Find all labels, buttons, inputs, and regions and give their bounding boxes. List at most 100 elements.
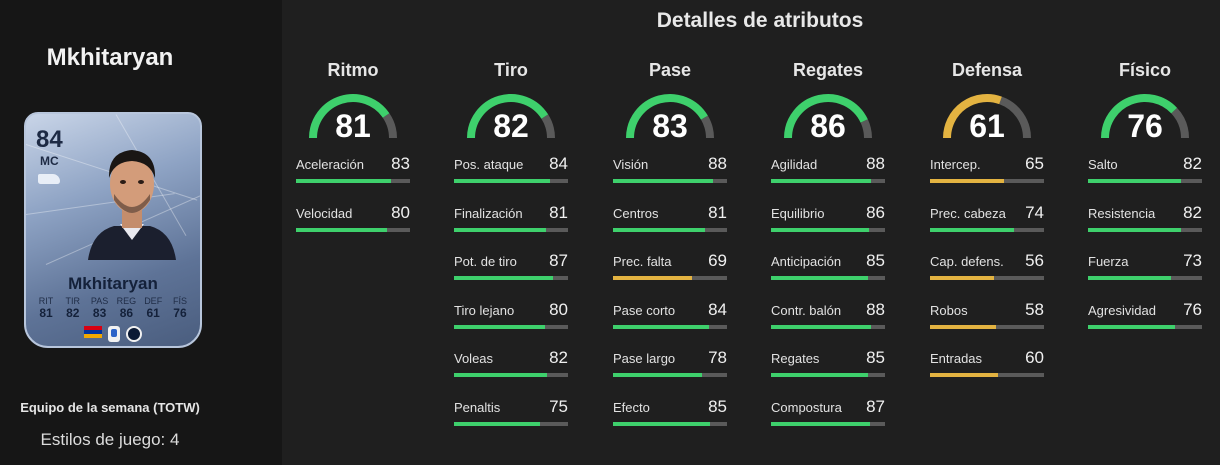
attribute-row[interactable]: Entradas 60 xyxy=(930,348,1044,397)
attribute-row[interactable]: Regates 85 xyxy=(771,348,885,397)
attribute-row[interactable]: Centros 81 xyxy=(613,203,727,252)
attribute-row[interactable]: Agilidad 88 xyxy=(771,154,885,203)
attribute-bar xyxy=(1088,227,1202,232)
attribute-row[interactable]: Velocidad 80 xyxy=(296,203,410,252)
gauge-arc xyxy=(626,94,714,139)
attribute-bar-fill xyxy=(930,227,1015,232)
attribute-row[interactable]: Pot. de tiro 87 xyxy=(454,251,568,300)
attribute-bar-fill xyxy=(613,324,709,329)
category-rating: 83 xyxy=(652,108,688,144)
attribute-row[interactable]: Prec. cabeza 74 xyxy=(930,203,1044,252)
attribute-row-text: Compostura 87 xyxy=(771,397,885,419)
attribute-row[interactable]: Robos 58 xyxy=(930,300,1044,349)
card-stat-value: 81 xyxy=(39,306,53,320)
attribute-row[interactable]: Efecto 85 xyxy=(613,397,727,446)
attribute-value: 78 xyxy=(708,348,727,367)
attribute-name: Resistencia xyxy=(1088,205,1156,221)
attribute-row-text: Entradas 60 xyxy=(930,348,1044,370)
category-title: Físico xyxy=(1118,60,1171,80)
attribute-row[interactable]: Pos. ataque 84 xyxy=(454,154,568,203)
gauge-arc xyxy=(309,94,397,139)
attribute-bar-fill xyxy=(296,227,388,232)
attribute-row[interactable]: Voleas 82 xyxy=(454,348,568,397)
playstyles-label[interactable]: Estilos de juego: 4 xyxy=(40,430,180,449)
category-gauge: 86 xyxy=(780,88,876,144)
category-rating: 81 xyxy=(335,108,371,144)
attribute-row[interactable]: Fuerza 73 xyxy=(1088,251,1202,300)
category-regates: Regates 86 Agilidad 88 Equilibrio 86 Anticipac… xyxy=(771,60,885,445)
attribute-bar-fill xyxy=(930,373,999,377)
attribute-row[interactable]: Prec. falta 69 xyxy=(613,251,727,300)
player-portrait xyxy=(88,150,176,260)
category-físico: Físico 76 Salto 82 Resistencia 82 Fuerza 73 Agre… xyxy=(1088,60,1202,348)
attribute-bar xyxy=(454,227,568,232)
attribute-row[interactable]: Pase largo 78 xyxy=(613,348,727,397)
attribute-row[interactable]: Resistencia 82 xyxy=(1088,203,1202,252)
attribute-value: 86 xyxy=(866,202,885,222)
attribute-name: Equilibrio xyxy=(771,205,825,221)
category-title: Regates xyxy=(792,60,864,80)
attribute-name: Efecto xyxy=(613,399,650,415)
card-stat-value: 86 xyxy=(119,306,134,320)
gauge-fill xyxy=(784,94,868,139)
gauge-fill xyxy=(943,94,1002,139)
attribute-value: 80 xyxy=(549,299,568,319)
attribute-name: Robos xyxy=(930,302,968,318)
attribute-row[interactable]: Salto 82 xyxy=(1088,154,1202,203)
attribute-row[interactable]: Pase corto 84 xyxy=(613,300,727,349)
attribute-row[interactable]: Visión 88 xyxy=(613,154,727,203)
card-player-name: Mkhitaryan xyxy=(68,274,158,293)
attribute-row[interactable]: Finalización 81 xyxy=(454,203,568,252)
attribute-row[interactable]: Tiro lejano 80 xyxy=(454,300,568,349)
player-name: Mkhitaryan xyxy=(46,44,174,71)
card-stat-value: 61 xyxy=(146,306,160,320)
attribute-bar xyxy=(771,179,885,183)
attribute-bar-fill xyxy=(1088,179,1182,183)
gauge-arc xyxy=(943,94,1031,139)
attribute-row[interactable]: Aceleración 83 xyxy=(296,154,410,203)
attribute-bar-fill xyxy=(1088,227,1182,232)
attribute-name: Penaltis xyxy=(454,399,501,415)
attribute-name: Pase corto xyxy=(613,302,676,318)
attribute-bar-fill xyxy=(613,227,706,232)
attribute-bar xyxy=(771,227,885,232)
attribute-value: 81 xyxy=(549,202,568,222)
attribute-row[interactable]: Compostura 87 xyxy=(771,397,885,446)
category-pase: Pase 83 Visión 88 Centros 81 Prec. falta 69 Pase… xyxy=(613,60,727,445)
attribute-value: 82 xyxy=(549,348,568,367)
attribute-row[interactable]: Intercep. 65 xyxy=(930,154,1044,203)
attribute-bar-fill xyxy=(1088,324,1175,329)
player-card[interactable]: 84 MC Mkhitaryan RIT 81 TIR 82 PAS xyxy=(24,112,202,348)
attribute-bar-fill xyxy=(454,276,554,280)
attribute-bar-fill xyxy=(1088,276,1172,280)
category-title: Ritmo xyxy=(327,60,379,80)
attribute-row-text: Prec. falta 69 xyxy=(613,251,727,273)
attribute-row-text: Prec. cabeza 74 xyxy=(930,203,1044,225)
attribute-bar xyxy=(454,276,568,280)
category-tiro: Tiro 82 Pos. ataque 84 Finalización 81 Pot. de… xyxy=(454,60,568,445)
attribute-bar xyxy=(771,324,885,329)
attribute-bar-fill xyxy=(771,276,868,280)
attribute-row-text: Contr. balón 88 xyxy=(771,300,885,322)
attribute-bar-fill xyxy=(454,373,548,377)
club-badge-icon xyxy=(126,326,142,342)
attribute-row[interactable]: Equilibrio 86 xyxy=(771,203,885,252)
attribute-row[interactable]: Contr. balón 88 xyxy=(771,300,885,349)
attribute-name: Tiro lejano xyxy=(454,302,515,318)
attribute-row-text: Salto 82 xyxy=(1088,154,1202,176)
attribute-value: 82 xyxy=(1183,154,1202,173)
attribute-row[interactable]: Anticipación 85 xyxy=(771,251,885,300)
category-gauge: 83 xyxy=(622,88,718,144)
attribute-name: Visión xyxy=(613,157,649,172)
attribute-bar-fill xyxy=(771,373,868,377)
attribute-list: Pos. ataque 84 Finalización 81 Pot. de tiro 8… xyxy=(454,154,568,445)
attribute-row-text: Efecto 85 xyxy=(613,397,727,419)
card-stat-label: REG xyxy=(116,296,137,306)
attribute-row[interactable]: Penaltis 75 xyxy=(454,397,568,446)
gauge-arc xyxy=(1101,94,1189,139)
card-rating: 84 xyxy=(36,126,63,153)
attribute-row[interactable]: Agresividad 76 xyxy=(1088,300,1202,349)
attribute-row[interactable]: Cap. defens. 56 xyxy=(930,251,1044,300)
attribute-bar xyxy=(771,373,885,377)
attribute-name: Aceleración xyxy=(296,157,364,172)
